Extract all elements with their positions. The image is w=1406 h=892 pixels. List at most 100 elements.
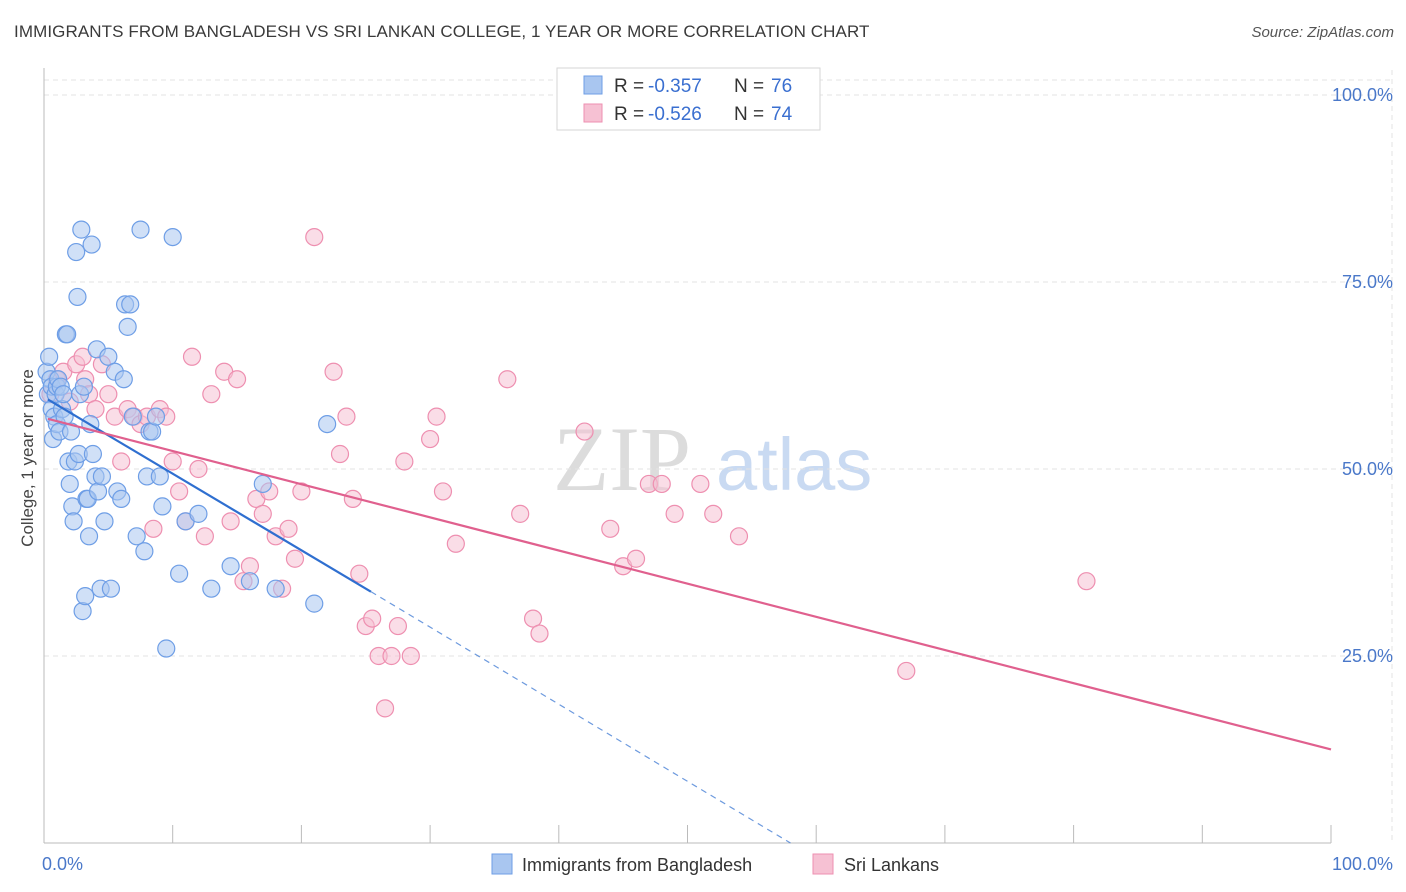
bangladesh-point-62 xyxy=(150,467,169,486)
sri-lankans-point-70 xyxy=(704,504,723,523)
gridlines xyxy=(44,70,1393,843)
bangladesh-point-53 xyxy=(121,295,140,314)
sri-lankans-point-59 xyxy=(511,504,530,523)
bangladesh-point-41 xyxy=(88,482,108,501)
bangladesh-point-2 xyxy=(40,347,59,366)
trend-lines xyxy=(47,398,1332,844)
bangladesh-point-15 xyxy=(54,385,73,404)
chart-title: IMMIGRANTS FROM BANGLADESH VS SRI LANKAN… xyxy=(14,22,870,41)
legend-n-label-1: N = xyxy=(734,76,764,97)
bangladesh-point-56 xyxy=(131,220,150,239)
series-legend-label-blue: Immigrants from Bangladesh xyxy=(522,855,752,875)
sri-lankans-point-56 xyxy=(433,482,453,501)
bangladesh-point-73 xyxy=(318,414,337,434)
bangladesh-point-20 xyxy=(60,474,79,494)
sri-lankans-point-43 xyxy=(337,407,356,426)
bangladesh-point-38 xyxy=(83,444,103,464)
bangladesh-point-25 xyxy=(67,242,86,262)
sri-lankans-point-52 xyxy=(395,452,414,471)
y-axis-label: College, 1 year or more xyxy=(18,369,37,547)
bangladesh-point-69 xyxy=(202,579,221,598)
trend-line-bangladesh xyxy=(47,398,372,593)
legend-n-value-2: 74 xyxy=(771,104,793,125)
sri-lankans-point-60 xyxy=(523,609,543,628)
bangladesh-point-43 xyxy=(92,467,112,486)
sri-lankans-point-40 xyxy=(305,227,324,247)
sri-lankans-point-50 xyxy=(382,646,401,666)
bangladesh-point-18 xyxy=(58,325,77,344)
bangladesh-point-64 xyxy=(157,639,176,658)
legend-swatch-blue xyxy=(583,75,603,95)
y-tick-label-75: 75.0% xyxy=(1342,272,1393,292)
bangladesh-point-74 xyxy=(305,594,324,613)
sri-lankans-point-61 xyxy=(530,624,549,643)
sri-lankans-point-41 xyxy=(324,362,343,381)
sri-lankans-point-25 xyxy=(195,527,214,546)
bangladesh-point-29 xyxy=(72,220,91,239)
sri-lankans-point-53 xyxy=(401,646,420,666)
legend-r-label-2: R = xyxy=(614,104,644,125)
sri-lankans-point-28 xyxy=(221,512,240,531)
bangladesh-point-35 xyxy=(79,527,99,546)
sri-lankans-point-26 xyxy=(202,385,221,404)
sri-lankans-point-69 xyxy=(691,474,710,494)
bangladesh-point-52 xyxy=(118,317,137,336)
y-tick-label-50: 50.0% xyxy=(1342,459,1393,479)
bangladesh-point-37 xyxy=(82,235,101,254)
sri-lankans-point-37 xyxy=(279,519,298,538)
x-tick-label-min: 0.0% xyxy=(42,854,83,874)
sri-lankans-point-12 xyxy=(112,452,131,471)
series-sri-lankans xyxy=(41,227,1096,718)
sri-lankans-point-45 xyxy=(350,564,369,583)
bangladesh-point-72 xyxy=(266,579,285,598)
source-credit: Source: ZipAtlas.com xyxy=(1251,24,1394,41)
sri-lankans-point-39 xyxy=(292,482,311,501)
y-tick-label-100: 100.0% xyxy=(1332,85,1393,105)
trend-line-sri-lankans xyxy=(47,417,1332,751)
bangladesh-point-57 xyxy=(135,542,154,561)
bangladesh-point-44 xyxy=(95,512,114,531)
sri-lankans-point-63 xyxy=(601,519,620,538)
x-tick-labels: 0.0% 100.0% xyxy=(42,854,1393,874)
bangladesh-point-46 xyxy=(101,579,121,598)
bangladesh-point-63 xyxy=(153,497,172,516)
watermark-zip: ZIP xyxy=(553,408,691,510)
watermark-atlas: atlas xyxy=(716,423,872,506)
bangladesh-point-50 xyxy=(114,370,133,389)
sri-lankans-point-10 xyxy=(99,385,118,404)
bangladesh-point-55 xyxy=(127,527,146,546)
series-legend: Immigrants from Bangladesh Sri Lankans xyxy=(491,853,939,875)
sri-lankans-point-62 xyxy=(575,422,594,441)
sri-lankans-point-54 xyxy=(421,429,440,449)
legend-swatch-pink xyxy=(583,103,603,123)
sri-lankans-point-65 xyxy=(626,549,646,568)
bangladesh-point-60 xyxy=(143,422,162,441)
legend-r-label-1: R = xyxy=(614,76,644,97)
sri-lankans-point-55 xyxy=(427,407,446,426)
bangladesh-point-45 xyxy=(99,347,118,366)
sri-lankans-point-17 xyxy=(144,519,163,538)
sri-lankans-point-68 xyxy=(665,504,684,523)
y-tick-labels: 25.0% 50.0% 75.0% 100.0% xyxy=(1332,85,1393,666)
bangladesh-point-61 xyxy=(146,407,166,426)
bangladesh-point-31 xyxy=(74,377,93,396)
sri-lankans-point-33 xyxy=(253,504,272,523)
bangladesh-point-32 xyxy=(76,587,95,606)
sri-lankans-point-20 xyxy=(163,452,182,471)
legend-r-value-2: -0.526 xyxy=(648,104,702,125)
bangladesh-point-54 xyxy=(123,407,142,426)
sri-lankans-point-49 xyxy=(375,699,395,718)
legend-n-label-2: N = xyxy=(734,104,764,125)
series-legend-label-pink: Sri Lankans xyxy=(844,855,939,875)
sri-lankans-point-57 xyxy=(446,534,465,553)
sri-lankans-point-71 xyxy=(729,527,749,546)
axes xyxy=(43,68,1332,844)
bangladesh-point-23 xyxy=(64,512,83,531)
sri-lankans-point-51 xyxy=(388,616,408,636)
sri-lankans-point-72 xyxy=(1077,572,1096,591)
sri-lankans-point-73 xyxy=(897,661,916,681)
bangladesh-point-66 xyxy=(170,564,189,583)
x-tick-label-max: 100.0% xyxy=(1332,854,1393,874)
bangladesh-point-65 xyxy=(163,227,182,247)
